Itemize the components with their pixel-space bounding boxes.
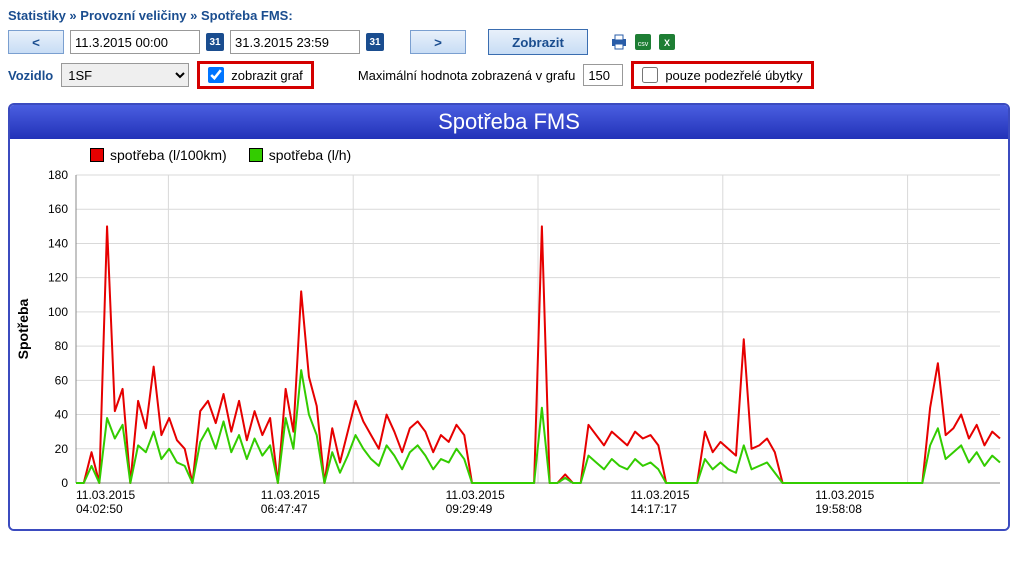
svg-text:20: 20 (55, 442, 69, 456)
svg-text:04:02:50: 04:02:50 (76, 502, 123, 516)
svg-text:180: 180 (48, 168, 68, 182)
svg-text:140: 140 (48, 236, 68, 250)
svg-text:80: 80 (55, 339, 69, 353)
chart-legend: spotřeba (l/100km) spotřeba (l/h) (90, 147, 351, 163)
legend-swatch-0 (90, 148, 104, 162)
vehicle-select[interactable]: 1SF (61, 63, 189, 87)
svg-text:06:47:47: 06:47:47 (261, 502, 308, 516)
svg-text:11.03.2015: 11.03.2015 (630, 488, 689, 502)
svg-text:09:29:49: 09:29:49 (446, 502, 493, 516)
legend-label-0: spotřeba (l/100km) (110, 147, 227, 163)
max-value-input[interactable] (583, 64, 623, 86)
svg-text:19:58:08: 19:58:08 (815, 502, 862, 516)
breadcrumb-c: Spotřeba FMS: (201, 8, 293, 23)
show-button[interactable]: Zobrazit (488, 29, 588, 55)
export-xls-icon[interactable]: X (658, 33, 676, 51)
svg-text:11.03.2015: 11.03.2015 (815, 488, 874, 502)
calendar-to-icon[interactable]: 31 (366, 33, 384, 51)
legend-item-1: spotřeba (l/h) (249, 147, 351, 163)
show-graph-checkbox[interactable] (208, 67, 224, 83)
date-to-input[interactable] (230, 30, 360, 54)
svg-text:40: 40 (55, 408, 69, 422)
suspicious-checkbox[interactable] (642, 67, 658, 83)
breadcrumb: Statistiky » Provozní veličiny » Spotřeb… (8, 8, 1016, 23)
controls-row-1: < 31 31 > Zobrazit csv X (8, 29, 1016, 55)
show-graph-label: zobrazit graf (231, 68, 303, 83)
calendar-from-icon[interactable]: 31 (206, 33, 224, 51)
next-button[interactable]: > (410, 30, 466, 54)
svg-text:X: X (664, 38, 670, 48)
prev-button[interactable]: < (8, 30, 64, 54)
chart-container: Spotřeba FMS spotřeba (l/100km) spotřeba… (8, 103, 1010, 531)
legend-swatch-1 (249, 148, 263, 162)
legend-label-1: spotřeba (l/h) (269, 147, 351, 163)
breadcrumb-b[interactable]: Provozní veličiny (80, 8, 186, 23)
chart-svg: 0 20 40 60 80 100 120 140 160 180 Spotřeba 11.03.20… (10, 139, 1010, 527)
svg-text:11.03.2015: 11.03.2015 (76, 488, 135, 502)
suspicious-label: pouze podezřelé úbytky (665, 68, 802, 83)
svg-text:120: 120 (48, 271, 68, 285)
svg-text:160: 160 (48, 202, 68, 216)
svg-text:11.03.2015: 11.03.2015 (446, 488, 505, 502)
controls-row-2: Vozidlo 1SF zobrazit graf Maximální hodn… (8, 61, 1016, 89)
show-graph-group: zobrazit graf (197, 61, 314, 89)
chart-body: spotřeba (l/100km) spotřeba (l/h) 0 20 40 6… (10, 139, 1008, 529)
breadcrumb-a[interactable]: Statistiky (8, 8, 66, 23)
suspicious-group: pouze podezřelé úbytky (631, 61, 813, 89)
svg-text:11.03.2015: 11.03.2015 (261, 488, 320, 502)
svg-text:60: 60 (55, 373, 69, 387)
svg-text:csv: csv (638, 41, 649, 48)
max-value-label: Maximální hodnota zobrazená v grafu (358, 68, 576, 83)
export-csv-icon[interactable]: csv (634, 33, 652, 51)
svg-text:14:17:17: 14:17:17 (630, 502, 677, 516)
vehicle-label: Vozidlo (8, 68, 53, 83)
print-icon[interactable] (610, 33, 628, 51)
legend-item-0: spotřeba (l/100km) (90, 147, 227, 163)
date-from-input[interactable] (70, 30, 200, 54)
chart-title: Spotřeba FMS (10, 105, 1008, 139)
svg-text:100: 100 (48, 305, 68, 319)
svg-text:Spotřeba: Spotřeba (15, 298, 31, 359)
svg-text:0: 0 (61, 476, 68, 490)
